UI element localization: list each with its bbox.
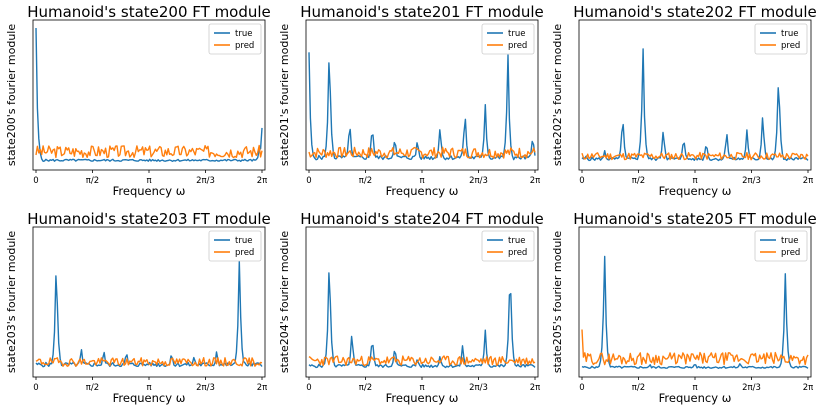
x-tick-label: 0	[306, 383, 311, 393]
x-tick-label: π/2	[86, 383, 99, 393]
x-tick-label: 0	[579, 176, 584, 186]
chart-panel-6: Humanoid's state205 FT module 0 π/2 π 2π/3 2π…	[551, 210, 817, 405]
legend	[481, 23, 535, 55]
chart-title: Humanoid's state205 FT module	[573, 210, 817, 228]
series-line-pred	[35, 357, 263, 367]
y-axis-label: state205's fourier module	[551, 231, 564, 374]
x-tick-label: π	[419, 383, 424, 393]
y-axis-label: state202's fourier module	[551, 24, 564, 167]
chart-panel-2: Humanoid's state201 FT module 0 π/2 π 2π/3 2π…	[278, 3, 544, 198]
legend	[754, 230, 808, 262]
x-tick-label: π	[146, 383, 151, 393]
x-tick-label: 2π/3	[196, 383, 215, 393]
y-axis-label: state200's fourier module	[5, 24, 18, 167]
x-tick-label: 0	[306, 176, 311, 186]
x-tick-label: π	[146, 176, 151, 186]
series-line-pred	[581, 151, 809, 161]
legend-label-pred: pred	[235, 41, 254, 51]
chart-title: Humanoid's state200 FT module	[27, 3, 271, 21]
x-tick-label: 0	[579, 383, 584, 393]
series-line-true	[308, 52, 536, 161]
chart-title: Humanoid's state202 FT module	[573, 3, 817, 21]
x-axis-label: Frequency ω	[113, 391, 186, 405]
legend	[754, 23, 808, 55]
x-tick-label: 2π	[803, 383, 814, 393]
legend-label-pred: pred	[508, 41, 527, 51]
legend-label-pred: pred	[781, 248, 800, 258]
legend	[208, 230, 262, 262]
x-tick-label: π/2	[632, 383, 645, 393]
x-axis-label: Frequency ω	[659, 184, 732, 198]
legend-label-true: true	[235, 29, 252, 39]
chart-panel-5: Humanoid's state204 FT module 0 π/2 π 2π/3 2π…	[278, 210, 544, 405]
chart-panel-3: Humanoid's state202 FT module 0 π/2 π 2π/3 2π…	[551, 3, 817, 198]
legend-label-pred: pred	[781, 41, 800, 51]
x-tick-label: 2π	[257, 383, 268, 393]
legend	[208, 23, 262, 55]
x-tick-label: 2π	[530, 383, 541, 393]
legend-label-true: true	[235, 236, 252, 246]
series-line-true	[35, 260, 263, 368]
chart-title: Humanoid's state204 FT module	[300, 210, 544, 228]
chart-title: Humanoid's state203 FT module	[27, 210, 271, 228]
x-axis-label: Frequency ω	[659, 391, 732, 405]
x-axis-label: Frequency ω	[386, 391, 459, 405]
x-tick-label: 0	[33, 176, 38, 186]
x-tick-label: π/2	[359, 176, 372, 186]
y-axis-label: state204's fourier module	[278, 231, 291, 374]
x-tick-label: π/2	[632, 176, 645, 186]
legend-label-true: true	[508, 29, 525, 39]
x-tick-label: π/2	[86, 176, 99, 186]
x-tick-label: 2π/3	[469, 176, 488, 186]
series-line-pred	[308, 146, 536, 159]
series-line-true	[581, 255, 809, 369]
chart-panel-4: Humanoid's state203 FT module 0 π/2 π 2π/3 2π…	[5, 210, 271, 405]
y-axis-label: state203's fourier module	[5, 231, 18, 374]
x-tick-label: 2π	[803, 176, 814, 186]
x-tick-label: 2π/3	[742, 176, 761, 186]
x-axis-label: Frequency ω	[113, 184, 186, 198]
series-line-pred	[35, 144, 263, 159]
x-tick-label: π	[419, 176, 424, 186]
series-line-true	[308, 272, 536, 369]
x-tick-label: 0	[33, 383, 38, 393]
series-line-pred	[581, 329, 809, 366]
x-tick-label: π	[692, 176, 697, 186]
x-axis-label: Frequency ω	[386, 184, 459, 198]
x-tick-label: 2π/3	[469, 383, 488, 393]
legend-label-true: true	[508, 236, 525, 246]
x-tick-label: 2π/3	[742, 383, 761, 393]
legend	[481, 230, 535, 262]
x-tick-label: 2π/3	[196, 176, 215, 186]
x-tick-label: π/2	[359, 383, 372, 393]
series-line-pred	[308, 355, 536, 367]
x-tick-label: 2π	[257, 176, 268, 186]
series-line-true	[35, 27, 263, 163]
chart-title: Humanoid's state201 FT module	[300, 3, 544, 21]
x-tick-label: 2π	[530, 176, 541, 186]
legend-label-true: true	[781, 236, 798, 246]
y-axis-label: state201's fourier module	[278, 24, 291, 167]
series-line-true	[581, 48, 809, 162]
legend-label-true: true	[781, 29, 798, 39]
legend-label-pred: pred	[235, 248, 254, 258]
x-tick-label: π	[692, 383, 697, 393]
chart-panel-1: Humanoid's state200 FT module 0 π/2 π 2π/3 2π…	[5, 3, 271, 198]
legend-label-pred: pred	[508, 248, 527, 258]
